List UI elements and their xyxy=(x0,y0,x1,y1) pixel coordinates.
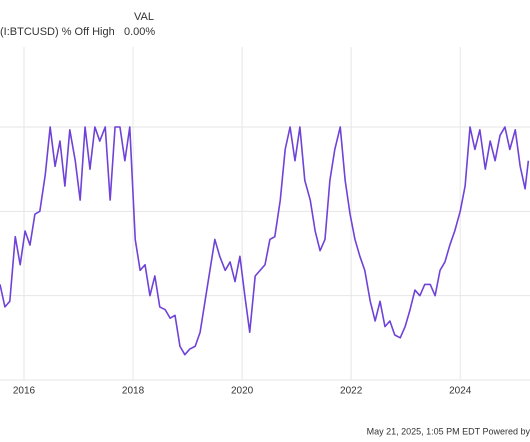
x-tick-label: 2022 xyxy=(340,386,363,397)
legend-header: VAL xyxy=(134,11,154,23)
x-tick-label: 2024 xyxy=(449,386,472,397)
x-tick-label: 2018 xyxy=(122,386,145,397)
x-tick-label: 2016 xyxy=(13,386,36,397)
x-tick-label: 2020 xyxy=(231,386,254,397)
footer: May 21, 2025, 1:05 PM EDT Powered by xyxy=(367,426,530,436)
legend-entry: (I:BTCUSD) % Off High xyxy=(0,26,115,38)
legend-value: 0.00% xyxy=(124,26,155,38)
data-line xyxy=(0,126,530,356)
